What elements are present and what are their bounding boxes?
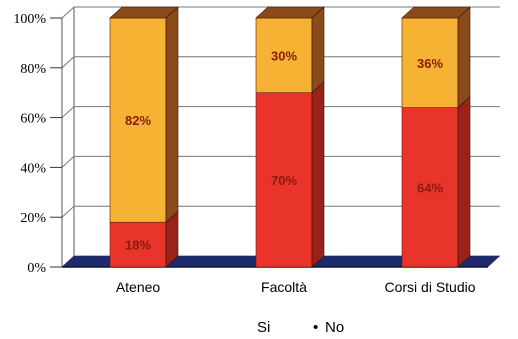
legend-marker-no: • — [313, 319, 318, 336]
y-tick-label: 100% — [13, 12, 46, 27]
bar-segment-no — [255, 17, 313, 93]
bar-top-face — [109, 6, 179, 19]
category-labels-group: Ateneo Facoltà Corsi di Studio — [116, 279, 476, 295]
bar-segment-no — [109, 17, 167, 223]
y-axis-ticks: 0% 20% 40% 60% 80% 100% — [13, 12, 62, 276]
bar-segment-si — [401, 107, 459, 268]
data-label: 30% — [271, 48, 297, 63]
y-tick-label: 80% — [20, 62, 46, 77]
legend-item-si: Si — [257, 319, 270, 336]
data-label: 36% — [417, 56, 443, 71]
y-tick-label: 40% — [20, 161, 46, 176]
category-label: Ateneo — [116, 279, 161, 295]
data-labels-group: 18% 82% 70% 30% 64% 36% — [125, 48, 443, 252]
grid-line-connector — [61, 56, 75, 69]
data-label: 18% — [125, 238, 151, 253]
bar-side-si — [311, 81, 325, 268]
data-label: 70% — [271, 173, 297, 188]
bar-side-no — [457, 6, 471, 109]
y-tick-label: 20% — [20, 211, 46, 226]
legend: Si • No — [257, 319, 344, 336]
grid-line-connector — [61, 156, 75, 168]
bar-segment-si — [109, 221, 167, 268]
bar-side-si — [457, 95, 471, 268]
data-label: 82% — [125, 113, 151, 128]
category-label: Corsi di Studio — [384, 279, 475, 295]
y-tick-label: 60% — [20, 112, 46, 127]
y-tick-label: 0% — [27, 261, 46, 276]
bar-side-no — [165, 6, 179, 223]
grid-line-connector — [61, 205, 75, 218]
bar-top-face — [255, 6, 325, 19]
legend-item-no: No — [325, 319, 344, 336]
bar-side-no — [311, 6, 325, 94]
grid-line-connector — [61, 106, 75, 118]
bar-top-face — [401, 6, 471, 19]
grid-line-connector — [61, 6, 75, 19]
category-label: Facoltà — [261, 279, 307, 295]
data-label: 64% — [417, 180, 443, 195]
bars-group — [109, 6, 471, 268]
